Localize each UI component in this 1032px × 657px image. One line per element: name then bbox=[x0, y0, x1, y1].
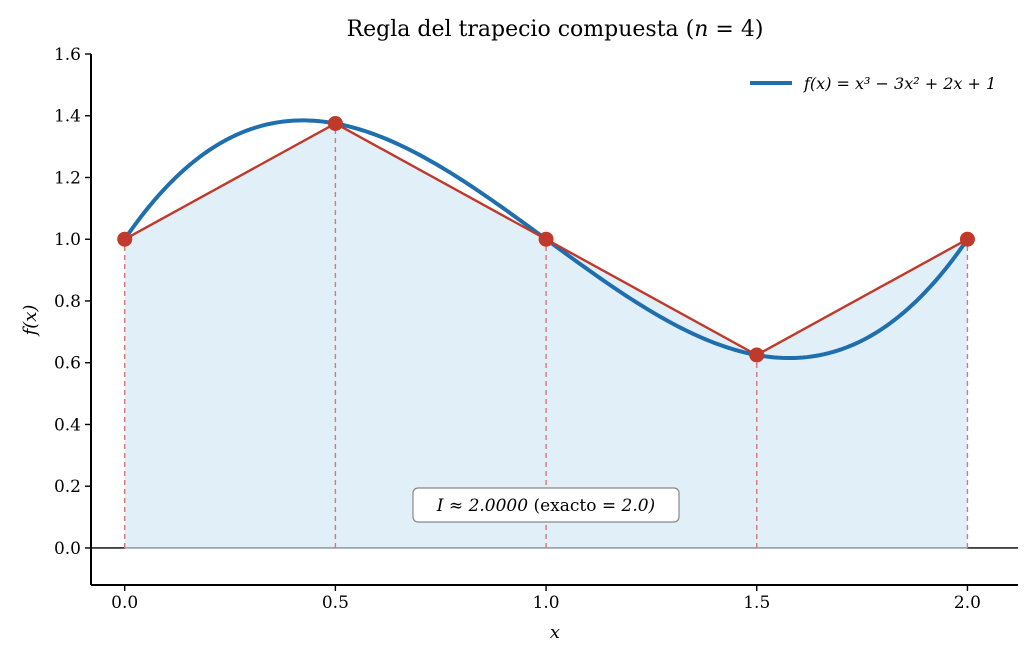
y-tick-label: 0.6 bbox=[54, 354, 81, 374]
trapezoid-node bbox=[959, 231, 975, 247]
y-tick-label: 0.4 bbox=[54, 415, 81, 435]
plot-area: 0.0 0.5 1.0 1.5 2.0 0.0 0.2 0.4 0.6 0.8 1.0 1.2 1.4 1… bbox=[54, 45, 1018, 613]
annotation-text: I ≈ 2.0000 (exacto = 2.0) bbox=[436, 496, 655, 516]
annotation-frame bbox=[412, 487, 680, 523]
trapezoid-node bbox=[749, 347, 765, 363]
trapezoid-node bbox=[117, 231, 133, 247]
x-tick-label: 0.5 bbox=[322, 593, 349, 613]
x-tick-label: 1.5 bbox=[743, 593, 770, 613]
y-tick-label: 1.0 bbox=[54, 230, 81, 250]
trapezoid-node bbox=[327, 115, 343, 131]
y-tick-label: 1.2 bbox=[54, 168, 81, 188]
trapezoid-node bbox=[538, 231, 554, 247]
y-tick-label: 0.0 bbox=[54, 539, 81, 559]
y-tick-label: 1.6 bbox=[54, 45, 81, 65]
y-tick-label: 0.8 bbox=[54, 292, 81, 312]
x-tick-label: 1.0 bbox=[533, 593, 560, 613]
x-tick-label: 2.0 bbox=[954, 593, 981, 613]
legend: f(x) = x³ − 3x² + 2x + 1 bbox=[750, 74, 996, 93]
y-tick-label: 0.2 bbox=[54, 477, 81, 497]
x-tick-label: 0.0 bbox=[111, 593, 138, 613]
legend-entry-curve: f(x) = x³ − 3x² + 2x + 1 bbox=[803, 74, 996, 93]
x-axis-label: x bbox=[550, 622, 560, 643]
annotation-box: I ≈ 2.0000 (exacto = 2.0) bbox=[412, 487, 680, 523]
y-axis-label: f(x) bbox=[20, 305, 41, 338]
y-tick-label: 1.4 bbox=[54, 107, 81, 127]
chart-title: Regla del trapecio compuesta (n = 4) bbox=[347, 17, 764, 42]
